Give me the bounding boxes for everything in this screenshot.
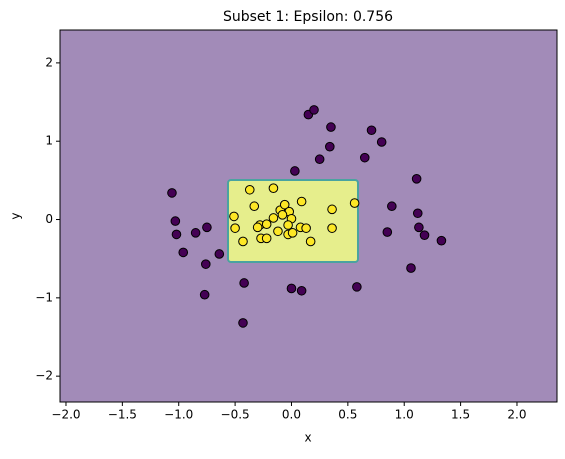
- point: [325, 141, 335, 152]
- point: [382, 227, 393, 237]
- point: [352, 282, 362, 292]
- point: [279, 199, 290, 210]
- point: [327, 204, 337, 215]
- point: [296, 196, 307, 207]
- point: [239, 278, 249, 288]
- plot-frame: [59, 29, 558, 403]
- point: [214, 249, 225, 259]
- x-tick-label: −2.0: [51, 408, 80, 422]
- point: [268, 183, 279, 193]
- x-tick-label: 0.0: [282, 408, 301, 422]
- chart-title: Subset 1: Epsilon: 0.756: [223, 9, 393, 25]
- point: [238, 236, 248, 247]
- x-tick-label: 1.0: [395, 408, 414, 422]
- point: [202, 222, 212, 233]
- y-axis-label: y: [9, 212, 23, 219]
- point: [252, 222, 263, 233]
- point: [230, 223, 240, 233]
- point: [314, 154, 325, 165]
- x-tick-label: −0.5: [221, 408, 250, 422]
- point: [366, 125, 377, 136]
- point: [249, 201, 260, 212]
- point: [305, 236, 316, 247]
- y-tick-label: −2: [35, 369, 53, 383]
- x-tick-label: 1.5: [451, 408, 470, 422]
- point: [436, 235, 447, 246]
- point: [376, 137, 387, 147]
- point: [261, 233, 272, 244]
- point: [296, 285, 307, 296]
- y-tick-label: 0: [45, 212, 53, 226]
- x-tick-label: −1.5: [108, 408, 137, 422]
- point: [412, 208, 423, 219]
- point: [200, 259, 211, 269]
- point: [261, 219, 272, 230]
- point: [349, 198, 360, 208]
- point: [419, 230, 430, 240]
- point: [199, 289, 210, 300]
- point: [244, 184, 255, 195]
- x-axis-label: x: [304, 431, 311, 445]
- x-tick-label: 2.0: [507, 408, 526, 422]
- point: [326, 122, 336, 132]
- point: [170, 216, 181, 226]
- point: [178, 247, 189, 258]
- point: [273, 226, 283, 237]
- point: [411, 174, 422, 184]
- x-tick-label: 0.5: [338, 408, 357, 422]
- point: [359, 152, 370, 163]
- point: [190, 228, 201, 238]
- point: [229, 211, 239, 222]
- point: [387, 201, 397, 212]
- y-tick-label: 1: [45, 134, 53, 148]
- point: [238, 318, 248, 328]
- point: [286, 283, 297, 294]
- point: [327, 223, 337, 233]
- point: [171, 229, 182, 240]
- point: [268, 213, 279, 223]
- point: [301, 223, 311, 233]
- point: [290, 166, 300, 176]
- y-tick-label: 2: [45, 55, 53, 69]
- x-tick-label: −1.0: [164, 408, 193, 422]
- point: [406, 263, 416, 273]
- point: [309, 105, 319, 115]
- point: [283, 220, 293, 230]
- point: [167, 188, 177, 198]
- point: [414, 222, 424, 233]
- y-tick-label: −1: [35, 290, 53, 304]
- point: [287, 228, 298, 238]
- point: [277, 210, 288, 220]
